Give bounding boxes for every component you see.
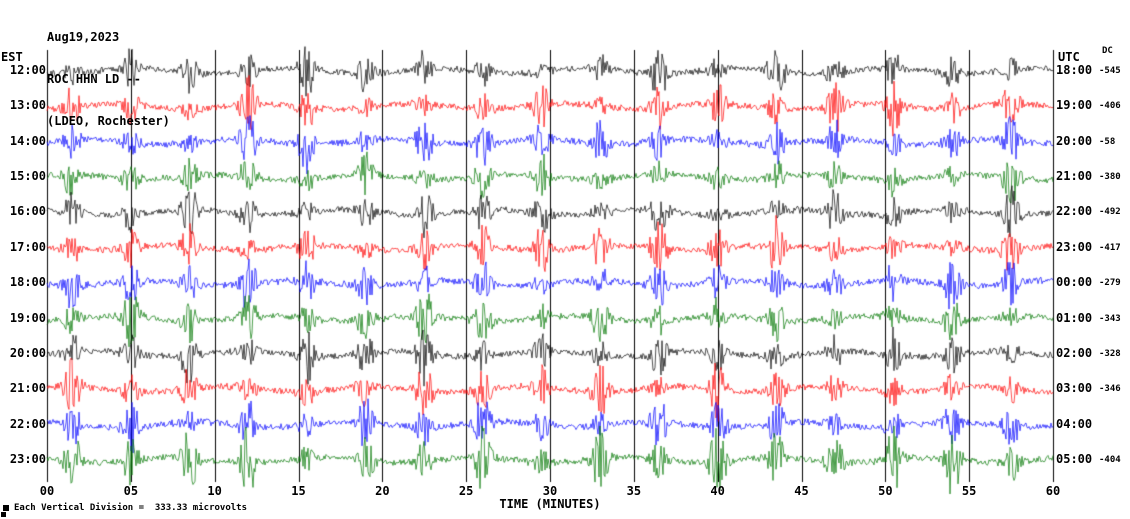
dc-offset-value: -58 bbox=[1099, 136, 1116, 147]
x-tick-label: 15 bbox=[291, 484, 306, 498]
dc-offset-value: -545 bbox=[1099, 66, 1121, 76]
header-date: Aug19,2023 bbox=[47, 30, 120, 44]
x-tick-label: 55 bbox=[961, 484, 977, 498]
plot-header: Aug19,2023 ROC HHN LD -- (LDEO, Rocheste… bbox=[47, 2, 170, 156]
utc-time-label: 22:00 bbox=[1056, 204, 1093, 219]
dc-offset-value: -417 bbox=[1099, 242, 1121, 253]
utc-time-label: 04:00 bbox=[1056, 416, 1093, 431]
header-station: ROC HHN LD -- bbox=[47, 72, 141, 86]
x-tick-label: 35 bbox=[626, 484, 642, 498]
x-tick-label: 25 bbox=[458, 484, 474, 498]
dc-offset-value: -279 bbox=[1099, 278, 1121, 289]
dc-offset-value: -380 bbox=[1099, 172, 1121, 183]
dc-offset-value: -328 bbox=[1099, 348, 1121, 359]
utc-time-label: 21:00 bbox=[1056, 169, 1093, 184]
utc-time-label: 19:00 bbox=[1056, 98, 1093, 113]
x-tick-label: 45 bbox=[794, 484, 809, 498]
header-location: (LDEO, Rochester) bbox=[47, 114, 170, 128]
est-time-label: 22:00 bbox=[9, 416, 46, 431]
x-tick-label: 05 bbox=[123, 484, 139, 498]
est-time-label: 12:00 bbox=[9, 63, 46, 77]
utc-time-label: 05:00 bbox=[1056, 451, 1093, 466]
utc-time-label: 23:00 bbox=[1056, 239, 1093, 254]
x-tick-label: 10 bbox=[207, 484, 222, 498]
utc-time-label: 00:00 bbox=[1056, 275, 1093, 290]
x-tick-label: 60 bbox=[1045, 484, 1061, 498]
corner-mark-icon bbox=[1, 512, 6, 517]
est-time-label: 16:00 bbox=[9, 204, 46, 219]
x-tick-label: 30 bbox=[542, 484, 558, 498]
utc-time-label: 03:00 bbox=[1056, 381, 1093, 396]
scale-note: Each Vertical Division = 333.33 microvol… bbox=[14, 503, 247, 513]
dc-axis-label: DC bbox=[1102, 46, 1113, 56]
est-time-label: 17:00 bbox=[9, 239, 46, 254]
est-time-label: 14:00 bbox=[9, 133, 46, 148]
est-time-label: 19:00 bbox=[9, 310, 46, 325]
est-time-label: 15:00 bbox=[9, 169, 46, 184]
utc-time-label: 02:00 bbox=[1056, 345, 1093, 360]
dc-offset-value: -346 bbox=[1099, 384, 1121, 395]
utc-time-label: 20:00 bbox=[1056, 133, 1093, 148]
x-tick-label: 00 bbox=[39, 484, 55, 498]
x-tick-label: 40 bbox=[710, 484, 725, 498]
dc-offset-value: -343 bbox=[1099, 313, 1121, 324]
x-tick-label: 20 bbox=[375, 484, 390, 498]
x-axis-title: TIME (MINUTES) bbox=[499, 497, 601, 511]
est-time-label: 20:00 bbox=[9, 345, 46, 360]
est-time-label: 18:00 bbox=[9, 275, 46, 290]
utc-axis-label: UTC bbox=[1058, 50, 1080, 64]
dc-offset-value: -406 bbox=[1099, 101, 1121, 112]
est-time-label: 23:00 bbox=[9, 451, 46, 466]
est-time-label: 13:00 bbox=[9, 98, 46, 113]
scale-marker-icon bbox=[3, 505, 9, 511]
dc-offset-value: -492 bbox=[1099, 207, 1121, 218]
dc-offset-value: -404 bbox=[1099, 454, 1121, 465]
utc-time-label: 18:00 bbox=[1056, 63, 1093, 77]
x-tick-label: 50 bbox=[878, 484, 893, 498]
est-time-label: 21:00 bbox=[9, 381, 46, 396]
est-axis-label: EST bbox=[1, 50, 23, 64]
utc-time-label: 01:00 bbox=[1056, 310, 1093, 325]
